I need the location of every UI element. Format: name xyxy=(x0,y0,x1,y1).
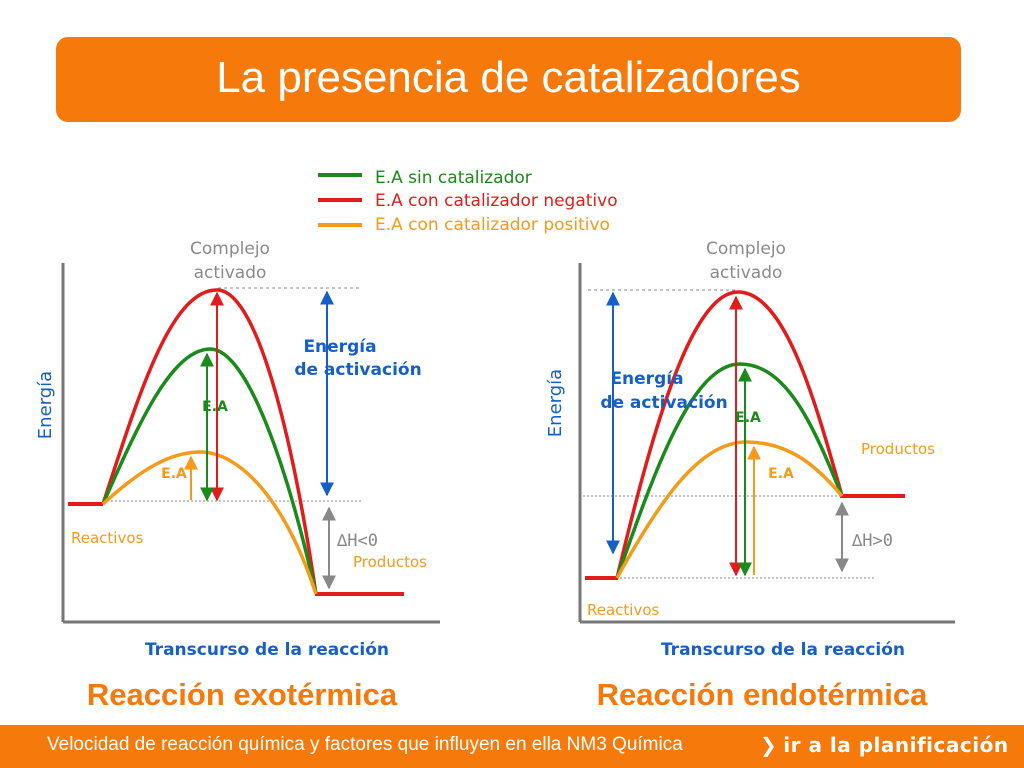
endo-x-axis-label: Transcurso de la reacción xyxy=(661,640,905,660)
legend-label-red: E.A con catalizador negativo xyxy=(375,191,618,211)
endo-curve-orange xyxy=(615,440,844,579)
endo-curve-red xyxy=(615,290,844,579)
exo-activation-label-2: de activación xyxy=(294,360,421,380)
exo-ea-green-label: E.A xyxy=(202,399,228,415)
exo-complex-label-1: Complejo xyxy=(190,239,270,259)
planning-link-label: ir a la planificación xyxy=(783,733,1009,757)
chevron-right-icon: ❯ xyxy=(760,733,778,757)
exo-curve-green xyxy=(101,347,318,595)
title-bar: La presencia de catalizadores xyxy=(56,37,961,122)
endo-complex-label-2: activado xyxy=(710,263,783,283)
exo-ea-orange-label: E.A xyxy=(161,466,187,482)
footer-text: Velocidad de reacción química y factores… xyxy=(47,734,683,755)
planning-link[interactable]: ❯ ir a la planificación xyxy=(760,733,1009,757)
exo-reactants-label: Reactivos xyxy=(71,529,144,547)
exothermic-diagram: Complejo activado Energía Energía de act… xyxy=(35,239,440,712)
endo-caption: Reacción endotérmica xyxy=(597,677,929,712)
endo-energy-axis-label: Energía xyxy=(545,369,566,437)
footer-bar: Velocidad de reacción química y factores… xyxy=(0,725,1024,768)
exo-curve-red xyxy=(101,288,318,595)
exo-complex-label-2: activado xyxy=(194,263,267,283)
endo-complex-label-1: Complejo xyxy=(706,239,786,259)
endo-reactants-label: Reactivos xyxy=(587,601,660,619)
endo-activation-label-2: de activación xyxy=(600,393,727,413)
exo-energy-axis-label: Energía xyxy=(35,371,56,439)
legend: E.A sin catalizador E.A con catalizador … xyxy=(318,168,618,235)
exo-caption: Reacción exotérmica xyxy=(87,677,398,712)
exo-activation-label-1: Energía xyxy=(303,337,376,357)
endo-products-label: Productos xyxy=(861,440,935,458)
endo-ea-green-label: E.A xyxy=(735,410,761,426)
energy-diagrams: E.A sin catalizador E.A con catalizador … xyxy=(35,168,955,712)
legend-label-orange: E.A con catalizador positivo xyxy=(375,215,610,235)
exo-delta-h-label: ∆H<0 xyxy=(336,531,378,551)
endothermic-diagram: Complejo activado Energía Energía de act… xyxy=(545,239,955,712)
endo-ea-orange-label: E.A xyxy=(768,466,794,482)
legend-label-green: E.A sin catalizador xyxy=(375,168,532,188)
exo-x-axis-label: Transcurso de la reacción xyxy=(145,640,389,660)
endo-delta-h-label: ∆H>0 xyxy=(851,531,893,551)
exo-products-label: Productos xyxy=(353,553,427,571)
page-title: La presencia de catalizadores xyxy=(216,53,801,102)
endo-activation-label-1: Energía xyxy=(610,369,683,389)
